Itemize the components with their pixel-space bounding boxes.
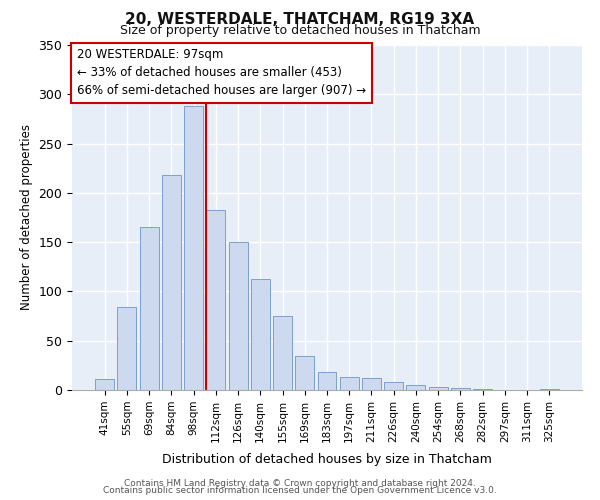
Bar: [340, 377, 359, 390]
Bar: [384, 382, 403, 390]
Bar: [162, 175, 181, 390]
Y-axis label: Number of detached properties: Number of detached properties: [20, 124, 33, 310]
Text: Contains public sector information licensed under the Open Government Licence v3: Contains public sector information licen…: [103, 486, 497, 495]
Bar: [251, 278, 270, 390]
Bar: [406, 385, 425, 390]
Bar: [295, 356, 314, 390]
Bar: [429, 387, 448, 390]
Text: Contains HM Land Registry data © Crown copyright and database right 2024.: Contains HM Land Registry data © Crown c…: [124, 478, 476, 488]
X-axis label: Distribution of detached houses by size in Thatcham: Distribution of detached houses by size …: [162, 453, 492, 466]
Text: 20, WESTERDALE, THATCHAM, RG19 3XA: 20, WESTERDALE, THATCHAM, RG19 3XA: [125, 12, 475, 28]
Bar: [184, 106, 203, 390]
Bar: [451, 388, 470, 390]
Bar: [206, 210, 225, 390]
Text: Size of property relative to detached houses in Thatcham: Size of property relative to detached ho…: [119, 24, 481, 37]
Bar: [317, 372, 337, 390]
Bar: [473, 389, 492, 390]
Bar: [140, 228, 158, 390]
Bar: [540, 389, 559, 390]
Bar: [118, 307, 136, 390]
Bar: [362, 378, 381, 390]
Text: 20 WESTERDALE: 97sqm
← 33% of detached houses are smaller (453)
66% of semi-deta: 20 WESTERDALE: 97sqm ← 33% of detached h…: [77, 48, 366, 98]
Bar: [229, 242, 248, 390]
Bar: [273, 316, 292, 390]
Bar: [95, 379, 114, 390]
